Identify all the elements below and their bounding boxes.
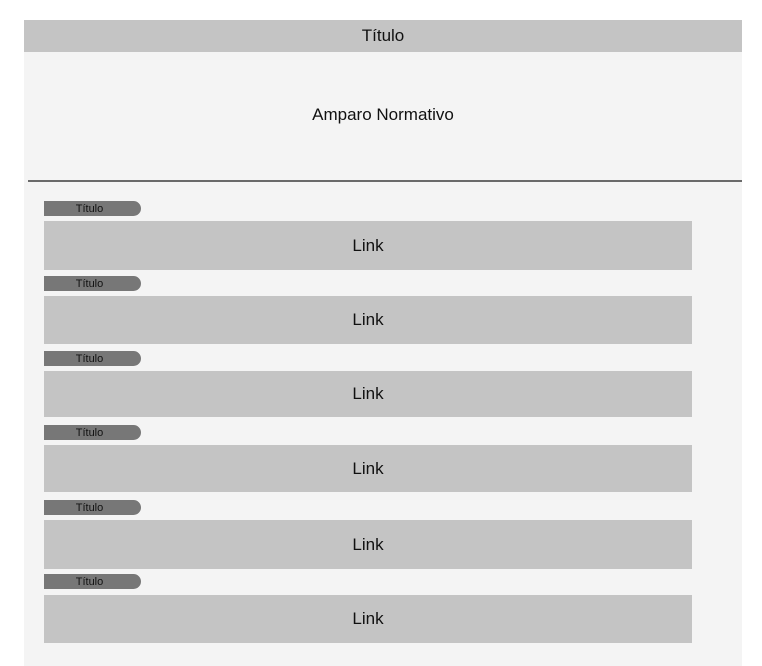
item-title-tag: Título [44, 574, 141, 589]
section-heading: Amparo Normativo [312, 105, 454, 124]
page-title: Título [24, 20, 742, 52]
main-panel: Título Amparo Normativo Título Link Títu… [24, 20, 742, 666]
link-button[interactable]: Link [44, 296, 692, 344]
item-title-tag: Título [44, 201, 141, 216]
item-title-tag: Título [44, 500, 141, 515]
link-button[interactable]: Link [44, 445, 692, 492]
link-button[interactable]: Link [44, 371, 692, 417]
divider [28, 180, 742, 182]
item-title-tag: Título [44, 425, 141, 440]
item-title-tag: Título [44, 351, 141, 366]
item-title-tag: Título [44, 276, 141, 291]
link-button[interactable]: Link [44, 520, 692, 569]
link-button[interactable]: Link [44, 595, 692, 643]
link-button[interactable]: Link [44, 221, 692, 270]
